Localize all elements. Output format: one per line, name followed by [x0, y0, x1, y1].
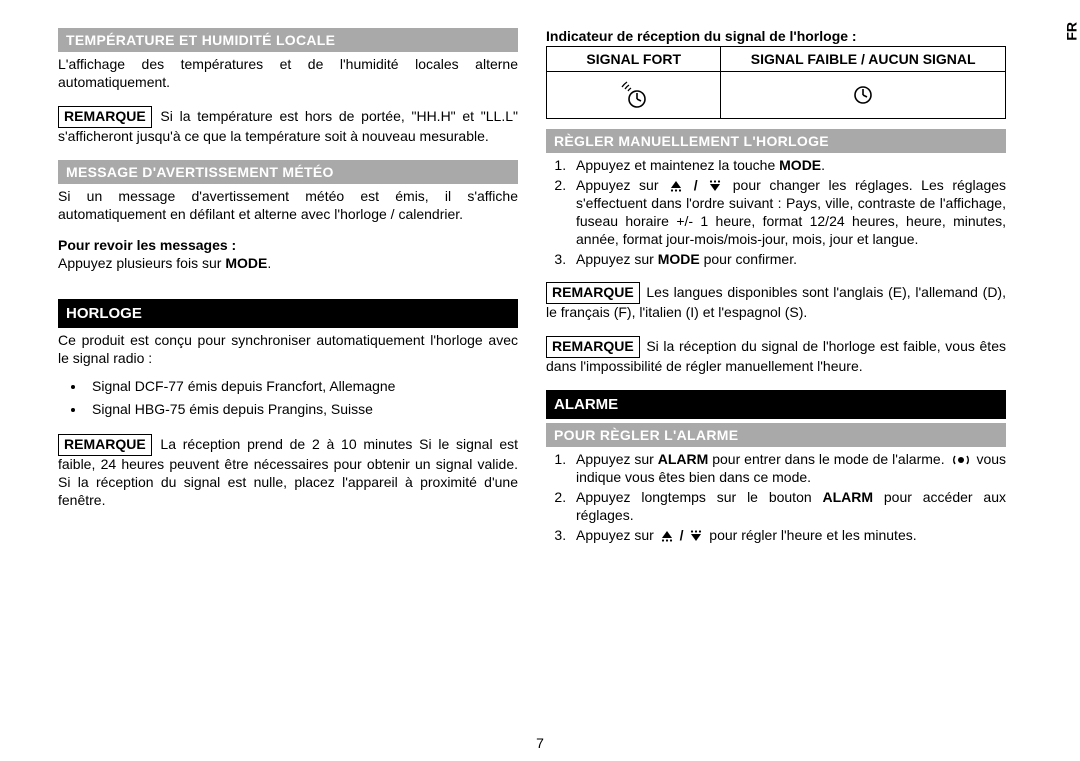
signal-table: SIGNAL FORT SIGNAL FAIBLE / AUCUN SIGNAL [546, 46, 1006, 119]
review-messages-text: Appuyez plusieurs fois sur MODE. [58, 255, 518, 273]
clock-signal-strong-icon [619, 81, 649, 109]
cell-weak-signal [721, 72, 1006, 119]
arrow-up-dots-icon [667, 180, 685, 192]
text-fragment: pour régler l'heure et les minutes. [709, 527, 916, 543]
arrow-down-dots-icon [706, 180, 724, 192]
section-header-alarme: ALARME [546, 390, 1006, 419]
text-fragment: Appuyez longtemps sur le bouton [576, 489, 822, 505]
text-fragment: Appuyez sur [576, 177, 667, 193]
language-tab: FR [1064, 22, 1080, 41]
section-header-weather-warning: MESSAGE D'AVERTISSEMENT MÉTÉO [58, 160, 518, 184]
list-item: Appuyez sur MODE pour confirmer. [570, 251, 1006, 269]
text-fragment: . [267, 255, 271, 271]
remarque-reception: REMARQUE La réception prend de 2 à 10 mi… [58, 434, 518, 510]
section-header-manual-clock: RÈGLER MANUELLEMENT L'HORLOGE [546, 129, 1006, 153]
remarque-label: REMARQUE [546, 336, 640, 358]
arrow-down-dots-icon [687, 530, 705, 542]
left-column: TEMPÉRATURE ET HUMIDITÉ LOCALE L'afficha… [58, 28, 518, 718]
list-item: Appuyez sur / pour changer les réglages.… [570, 177, 1006, 249]
section-header-horloge: HORLOGE [58, 299, 518, 328]
separator: / [694, 177, 706, 193]
list-item: Signal DCF-77 émis depuis Francfort, All… [86, 376, 518, 397]
page-number: 7 [0, 735, 1080, 751]
text-fragment: Appuyez sur [576, 251, 658, 267]
remarque-label: REMARQUE [58, 434, 152, 456]
text-fragment: Appuyez plusieurs fois sur [58, 255, 225, 271]
columns-wrapper: TEMPÉRATURE ET HUMIDITÉ LOCALE L'afficha… [58, 28, 1038, 718]
cell-strong-signal [547, 72, 721, 119]
signal-list: Signal DCF-77 émis depuis Francfort, All… [58, 376, 518, 420]
text-fragment: pour confirmer. [700, 251, 797, 267]
alarm-key: ALARM [658, 451, 709, 467]
table-row: SIGNAL FORT SIGNAL FAIBLE / AUCUN SIGNAL [547, 47, 1006, 72]
alarm-key: ALARM [822, 489, 873, 505]
remarque-weak-signal: REMARQUE Si la réception du signal de l'… [546, 336, 1006, 376]
review-messages-subhead: Pour revoir les messages : [58, 237, 518, 253]
clock-signal-weak-icon [851, 83, 875, 107]
manual-clock-steps: Appuyez et maintenez la touche MODE. App… [546, 157, 1006, 268]
horloge-intro-para: Ce produit est conçu pour synchroniser a… [58, 332, 518, 368]
mode-key: MODE [658, 251, 700, 267]
separator: / [680, 527, 688, 543]
list-item: Appuyez sur ALARM pour entrer dans le mo… [570, 451, 1006, 487]
text-fragment: Appuyez sur [576, 451, 658, 467]
right-column: Indicateur de réception du signal de l'h… [546, 28, 1006, 718]
remarque-temp-range: REMARQUE Si la température est hors de p… [58, 106, 518, 146]
section-header-set-alarm: POUR RÈGLER L'ALARME [546, 423, 1006, 447]
remarque-languages: REMARQUE Les langues disponibles sont l'… [546, 282, 1006, 322]
text-fragment: Appuyez et maintenez la touche [576, 157, 779, 173]
list-item: Appuyez longtemps sur le bouton ALARM po… [570, 489, 1006, 525]
mode-key: MODE [779, 157, 821, 173]
remarque-label: REMARQUE [58, 106, 152, 128]
arrow-up-dots-icon [658, 530, 676, 542]
signal-indicator-title: Indicateur de réception du signal de l'h… [546, 28, 1006, 44]
mode-key: MODE [225, 255, 267, 271]
col-header-weak: SIGNAL FAIBLE / AUCUN SIGNAL [721, 47, 1006, 72]
section-header-temp-humid: TEMPÉRATURE ET HUMIDITÉ LOCALE [58, 28, 518, 52]
text-fragment: Appuyez sur [576, 527, 658, 543]
list-item: Appuyez et maintenez la touche MODE. [570, 157, 1006, 175]
text-fragment: pour entrer dans le mode de l'alarme. [708, 451, 948, 467]
list-item: Signal HBG-75 émis depuis Prangins, Suis… [86, 399, 518, 420]
alarm-mode-icon [949, 454, 973, 466]
text-fragment: . [821, 157, 825, 173]
remarque-label: REMARQUE [546, 282, 640, 304]
alarm-steps: Appuyez sur ALARM pour entrer dans le mo… [546, 451, 1006, 545]
table-row [547, 72, 1006, 119]
manual-page: FR TEMPÉRATURE ET HUMIDITÉ LOCALE L'affi… [0, 0, 1080, 761]
weather-warning-para: Si un message d'avertissement météo est … [58, 188, 518, 224]
temp-humid-para: L'affichage des températures et de l'hum… [58, 56, 518, 92]
col-header-strong: SIGNAL FORT [547, 47, 721, 72]
list-item: Appuyez sur / pour régler l'heure et les… [570, 527, 1006, 545]
